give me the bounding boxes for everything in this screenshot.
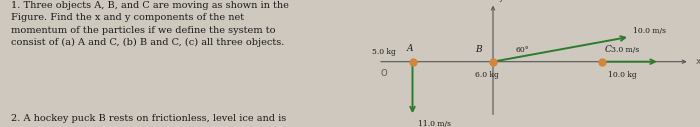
Text: C: C (605, 45, 612, 53)
Text: 5.0 kg: 5.0 kg (372, 48, 396, 56)
Text: B: B (475, 45, 482, 53)
Text: 10.0 m/s: 10.0 m/s (633, 27, 666, 35)
Text: 10.0 kg: 10.0 kg (608, 71, 637, 79)
Text: y: y (498, 0, 504, 2)
Text: 60°: 60° (516, 46, 530, 54)
Text: 2. A hockey puck B rests on frictionless, level ice and is: 2. A hockey puck B rests on frictionless… (10, 114, 286, 123)
Text: 3.0 m/s: 3.0 m/s (611, 46, 639, 54)
Text: O: O (381, 69, 388, 78)
Text: x: x (695, 57, 700, 66)
Text: 6.0 kg: 6.0 kg (475, 71, 499, 79)
Text: A: A (407, 44, 413, 53)
Text: 1. Three objects A, B, and C are moving as shown in the
Figure. Find the x and y: 1. Three objects A, B, and C are moving … (10, 1, 288, 47)
Text: 11.0 m/s: 11.0 m/s (419, 120, 452, 127)
